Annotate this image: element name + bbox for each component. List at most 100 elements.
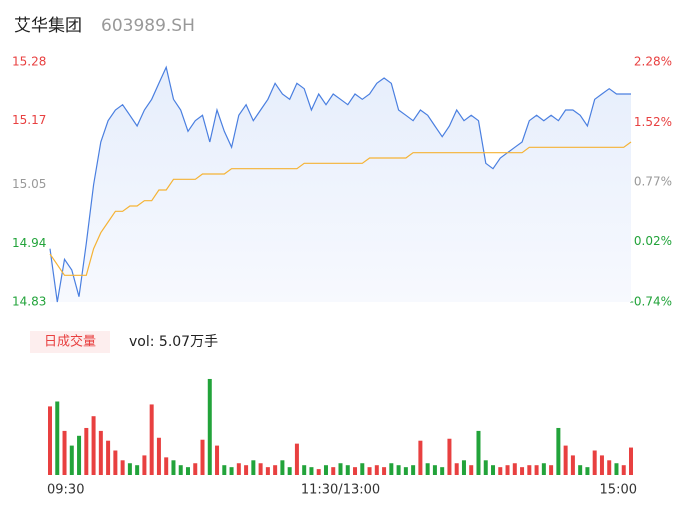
y2-tick-label: 2.28% (634, 55, 672, 69)
subtitle: 603989.SH (101, 16, 195, 36)
volume-bar (251, 460, 256, 475)
volume-bar (447, 438, 452, 475)
average-line (49, 141, 632, 276)
volume-bar (215, 445, 220, 475)
volume-bar (77, 435, 82, 475)
volume-bar (265, 467, 270, 475)
y-tick-label: 14.94 (12, 236, 46, 250)
price-line (49, 65, 631, 303)
volume-tag: 日成交量 (44, 334, 96, 350)
volume-bar (520, 467, 525, 475)
volume-bar (316, 469, 321, 475)
y2-tick-label: 0.77% (634, 175, 672, 189)
volume-bar (491, 465, 496, 475)
volume-bar (541, 463, 546, 475)
volume-bar (309, 467, 314, 475)
volume-bar (505, 465, 510, 475)
volume-bar (512, 463, 517, 475)
volume-bar (374, 465, 379, 475)
volume-bar (396, 465, 401, 475)
volume-bar (527, 465, 532, 475)
volume-bar (135, 465, 140, 475)
volume-bar (585, 467, 590, 475)
y2-tick-label: -0.74% (630, 295, 672, 309)
volume-bar (142, 455, 147, 475)
volume-bar (200, 439, 205, 475)
y-tick-label: 15.28 (12, 55, 46, 69)
y-tick-label: 15.17 (12, 113, 46, 127)
volume-bar (556, 427, 561, 475)
volume-bar (98, 430, 103, 475)
volume-bar (149, 404, 154, 475)
volume-bar (164, 457, 169, 475)
volume-bar (563, 445, 568, 475)
volume-bar (549, 465, 554, 475)
volume-bar (302, 465, 307, 475)
volume-bar (411, 465, 416, 475)
volume-bar (127, 463, 132, 475)
x-tick-label: 09:30 (47, 483, 84, 498)
volume-bar (403, 467, 408, 475)
volume-bar (592, 450, 597, 475)
volume-label: vol: 5.07万手 (129, 334, 218, 350)
volume-bar (207, 378, 212, 475)
volume-bar (236, 463, 241, 475)
volume-bar (599, 455, 604, 475)
volume-bar (323, 465, 328, 475)
volume-bar (91, 416, 96, 475)
volume-bar (440, 467, 445, 475)
x-tick-label: 15:00 (600, 483, 637, 498)
volume-bar (425, 463, 430, 475)
volume-bar (273, 465, 278, 475)
volume-bar (120, 460, 125, 475)
volume-bar (331, 467, 336, 475)
volume-bar (476, 430, 481, 475)
volume-bar (570, 455, 575, 475)
volume-bar (534, 465, 539, 475)
volume-bar (69, 445, 74, 475)
volume-bar (345, 465, 350, 475)
volume-bar (498, 467, 503, 475)
volume-bar (607, 460, 612, 475)
y-tick-label: 14.83 (12, 295, 46, 309)
volume-bar (62, 430, 67, 475)
volume-bar (171, 460, 176, 475)
volume-bar (222, 465, 227, 475)
volume-bar (338, 463, 343, 475)
volume-bar (432, 465, 437, 475)
volume-bar (360, 463, 365, 475)
volume-bar (294, 443, 299, 475)
volume-bar (382, 467, 387, 475)
volume-tag-bg (30, 331, 110, 353)
volume-bar (578, 465, 583, 475)
volume-bar (461, 460, 466, 475)
volume-bar (469, 465, 474, 475)
volume-bar (244, 465, 249, 475)
y2-tick-label: 0.02% (634, 234, 672, 248)
volume-bar (55, 401, 60, 475)
volume-bar (106, 440, 111, 475)
volume-bar (621, 465, 626, 475)
volume-bar (156, 437, 161, 475)
volume-bar (483, 460, 488, 475)
volume-bar (287, 467, 292, 475)
volume-bar (229, 467, 234, 475)
volume-bar (84, 427, 89, 475)
volume-bar (178, 465, 183, 475)
volume-bar (280, 460, 285, 475)
volume-bar (418, 440, 423, 475)
volume-bar (353, 467, 358, 475)
volume-bar (113, 450, 118, 475)
volume-bar (185, 467, 190, 475)
y2-tick-label: 1.52% (634, 115, 672, 129)
volume-bar (629, 447, 633, 475)
price-area (50, 67, 631, 302)
y-tick-label: 15.05 (12, 177, 46, 191)
volume-bar (367, 467, 372, 475)
title: 艾华集团 (14, 16, 82, 36)
volume-bar (48, 406, 52, 475)
volume-bar (454, 463, 459, 475)
volume-bar (258, 463, 263, 475)
volume-bar (193, 463, 198, 475)
